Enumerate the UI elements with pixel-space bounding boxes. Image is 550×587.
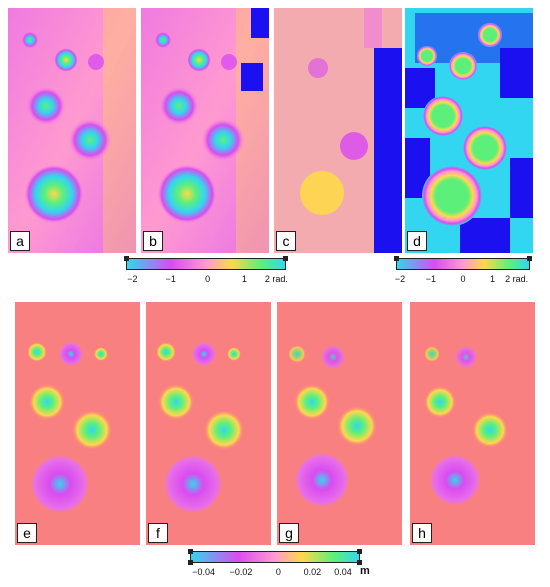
colorbar-tick: 0.04	[334, 567, 352, 577]
colorbar-tick: 2 rad.	[264, 274, 288, 284]
interferogram-c	[274, 8, 402, 253]
interferogram-d	[405, 8, 533, 253]
colorbar-gradient	[126, 258, 286, 270]
panel-c: c	[274, 8, 402, 253]
interferogram-a	[8, 8, 136, 253]
panel-a: a	[8, 8, 136, 253]
panel-label-a: a	[10, 231, 30, 251]
colorbar-tick: 0	[205, 274, 211, 284]
panel-label-e: e	[17, 523, 37, 543]
colorbar-phase-d: −2 −1 0 1 2 rad.	[394, 256, 532, 288]
panel-d: d	[405, 8, 533, 253]
displacement-map-g	[277, 302, 402, 545]
colorbar-tick: 0	[275, 567, 281, 577]
colorbar-tick: −1	[165, 274, 176, 284]
colorbar-tick: 1	[489, 274, 495, 284]
panel-b: b	[141, 8, 269, 253]
colorbar-tick: −2	[127, 274, 138, 284]
colorbar-corner	[357, 560, 362, 565]
colorbar-tick: 1	[241, 274, 247, 284]
colorbar-tick: 0.02	[303, 567, 322, 577]
colorbar-displacement: −0.04 −0.02 0 0.02 0.04 m	[188, 549, 370, 581]
displacement-map-f	[146, 302, 271, 545]
colorbar-tick: 0	[460, 274, 466, 284]
panel-f: f	[146, 302, 271, 545]
colorbar-tick: 2 rad.	[505, 274, 529, 284]
panel-g: g	[277, 302, 402, 545]
panel-label-b: b	[143, 231, 163, 251]
colorbar-corner	[124, 256, 129, 261]
colorbar-corner	[394, 256, 399, 261]
colorbar-corner	[188, 549, 193, 554]
colorbar-tick: −1	[425, 274, 436, 284]
colorbar-corner	[357, 549, 362, 554]
panel-label-h: h	[412, 523, 432, 543]
colorbar-tick: −0.04	[192, 567, 215, 577]
colorbar-gradient	[190, 551, 360, 563]
colorbar-phase: −2 −1 0 1 2 rad.	[124, 256, 288, 288]
panel-label-f: f	[148, 523, 168, 543]
colorbar-tick: −2	[394, 274, 406, 284]
panel-h: h	[410, 302, 535, 545]
panel-e: e	[15, 302, 140, 545]
interferogram-b	[141, 8, 269, 253]
colorbar-corner	[527, 256, 532, 261]
displacement-map-h	[410, 302, 535, 545]
colorbar-gradient	[396, 258, 530, 270]
panel-label-c: c	[276, 231, 296, 251]
panel-label-g: g	[279, 523, 299, 543]
colorbar-corner	[188, 560, 193, 565]
colorbar-corner	[283, 256, 288, 261]
displacement-map-e	[15, 302, 140, 545]
panel-label-d: d	[407, 231, 427, 251]
colorbar-unit: m	[360, 565, 370, 577]
colorbar-tick: −0.02	[229, 567, 253, 577]
